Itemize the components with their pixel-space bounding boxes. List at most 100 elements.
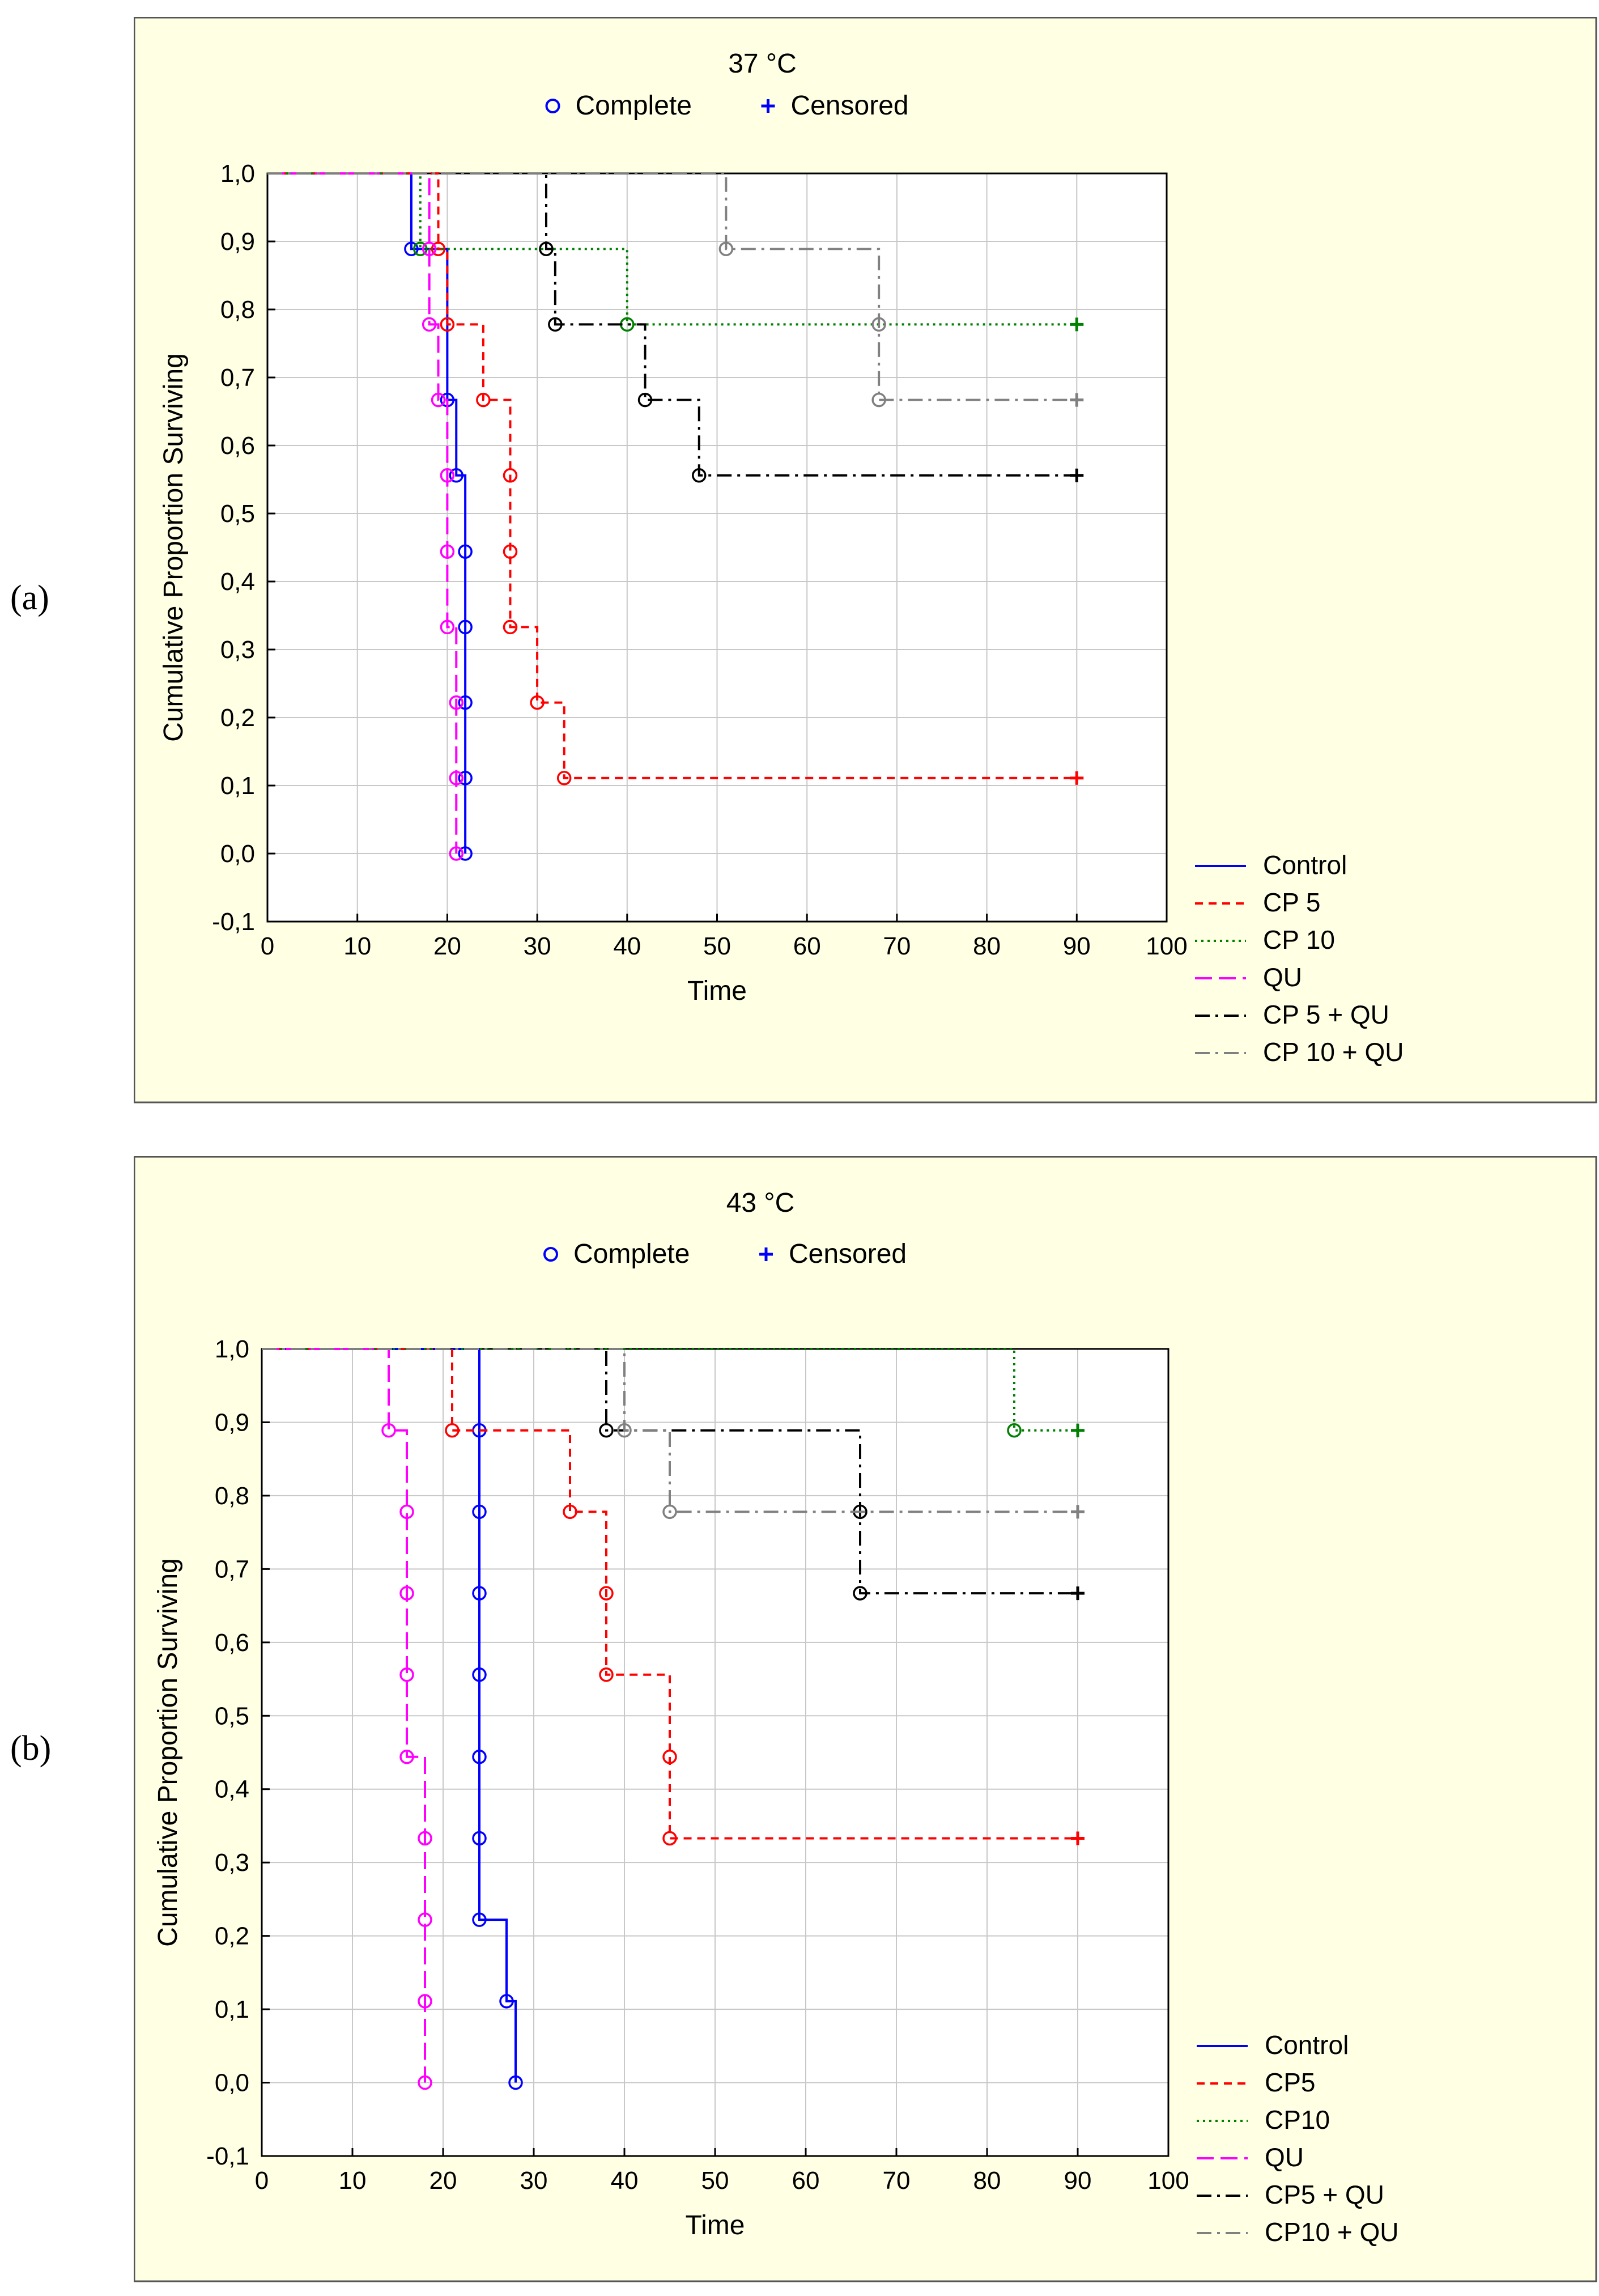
y-tick-label: 0,5 [215,1702,249,1730]
series-cp-5-qu [267,172,1084,483]
y-tick-label: 0,5 [220,500,255,528]
y-tick-label: -0,1 [212,908,255,936]
survival-chart-43c: 0 10 20 30 40 50 60 70 80 90 100 -0,1 0,0 0,1 0,2 0,3 0,… [134,1156,1597,2282]
complete-point [472,1504,487,1520]
panel-letter-b: (b) [10,1729,52,1768]
complete-point [418,2075,432,2090]
censored-point [1070,393,1084,407]
complete-point [472,1667,487,1682]
censored-point [1070,468,1084,482]
y-tick-label: 0,9 [215,1408,249,1436]
complete-point [563,1504,577,1520]
complete-point [662,1504,677,1520]
y-tick-label: 0,9 [220,228,255,256]
complete-point [418,1994,432,2009]
complete-point [445,1423,460,1438]
complete-point [440,317,455,332]
y-tick-label: 0,0 [215,2069,249,2097]
y-tick-label: 0,6 [215,1629,249,1657]
series-line-cp5-qu [262,1348,1078,1595]
x-tick-label: 100 [1146,932,1187,960]
x-tick-label: 30 [520,2167,548,2195]
x-tick-label: 0 [255,2167,269,2195]
complete-point [499,1994,514,2009]
complete-point [449,468,464,483]
legend-label: CP 5 [1263,888,1320,917]
legend-label: Control [1263,850,1347,880]
chart-title: 43 °C [726,1188,795,1218]
complete-point [599,1667,614,1682]
legend-label: QU [1263,962,1302,992]
censored-marker-icon [761,99,775,113]
complete-point [508,2075,523,2090]
complete-point [449,771,464,786]
x-axis-label: Time [687,976,747,1006]
x-tick-label: 70 [883,2167,911,2195]
series-line-cp10-qu [262,1348,1078,1513]
series-qu [262,1348,432,2090]
series-cp5 [262,1348,1085,1846]
x-tick-label: 40 [611,2167,639,2195]
series-line-control [262,1348,517,2083]
complete-point [418,1912,432,1927]
censored-marker-icon [759,1247,773,1261]
series-line-cp-5-qu [267,172,1077,477]
complete-point [422,241,437,256]
panel-letter-a: (a) [10,579,49,617]
complete-point [692,468,707,483]
censored-point [1071,1831,1085,1845]
complete-point [871,392,886,408]
y-tick-label: 0,3 [215,1849,249,1877]
legend-complete-label: Complete [573,1239,690,1269]
legend-censored-label: Censored [791,91,909,121]
series-line-cp-10 [267,172,1077,326]
complete-point [530,695,545,710]
censored-point [1071,1586,1085,1601]
censored-point [1071,1423,1085,1437]
series-control [267,172,473,861]
legend-label: CP 10 [1263,925,1335,954]
x-tick-label: 50 [703,932,731,960]
x-tick-label: 20 [429,2167,457,2195]
complete-point [476,392,491,408]
survival-chart-37c: 0 10 20 30 40 50 60 70 80 90 100 -0,1 0,0 0,1 0,2 0,3 0,… [134,17,1597,1104]
legend-label: CP10 + QU [1265,2217,1399,2247]
complete-point [472,1750,487,1764]
legend-label: CP5 + QU [1265,2180,1384,2209]
y-tick-label: 0,2 [220,704,255,732]
complete-point [440,619,455,635]
series-line-control [267,172,467,854]
complete-point [422,317,437,332]
x-tick-label: 100 [1147,2167,1189,2195]
complete-point [503,468,518,483]
censored-point [1070,317,1084,332]
series-control [262,1348,523,2090]
complete-point [404,241,419,256]
complete-point [458,619,473,635]
complete-point [556,771,572,786]
complete-marker-icon [545,99,560,113]
complete-point [458,846,473,861]
y-tick-label: 1,0 [215,1335,249,1363]
x-axis-label: Time [686,2210,745,2240]
series-line-cp10 [262,1348,1078,1432]
complete-point [662,1831,677,1846]
legend-censored-label: Censored [789,1239,907,1269]
complete-point [413,241,428,256]
x-tick-label: 90 [1064,2167,1092,2195]
y-tick-label: 0,7 [215,1555,249,1583]
complete-point [449,695,464,710]
y-axis-label: Cumulative Proportion Surviving [153,1558,183,1947]
complete-point [472,1912,487,1927]
series-cp5-qu [262,1348,1085,1601]
complete-point [617,1423,632,1438]
legend-label: Control [1265,2030,1349,2060]
y-tick-label: 0,4 [215,1776,249,1803]
complete-point [399,1750,414,1764]
y-tick-label: 1,0 [220,160,255,188]
complete-point [871,317,886,332]
complete-point [503,619,518,635]
x-tick-label: 70 [883,932,911,960]
complete-point [440,544,455,559]
series-line-cp-10-qu [267,172,1077,401]
